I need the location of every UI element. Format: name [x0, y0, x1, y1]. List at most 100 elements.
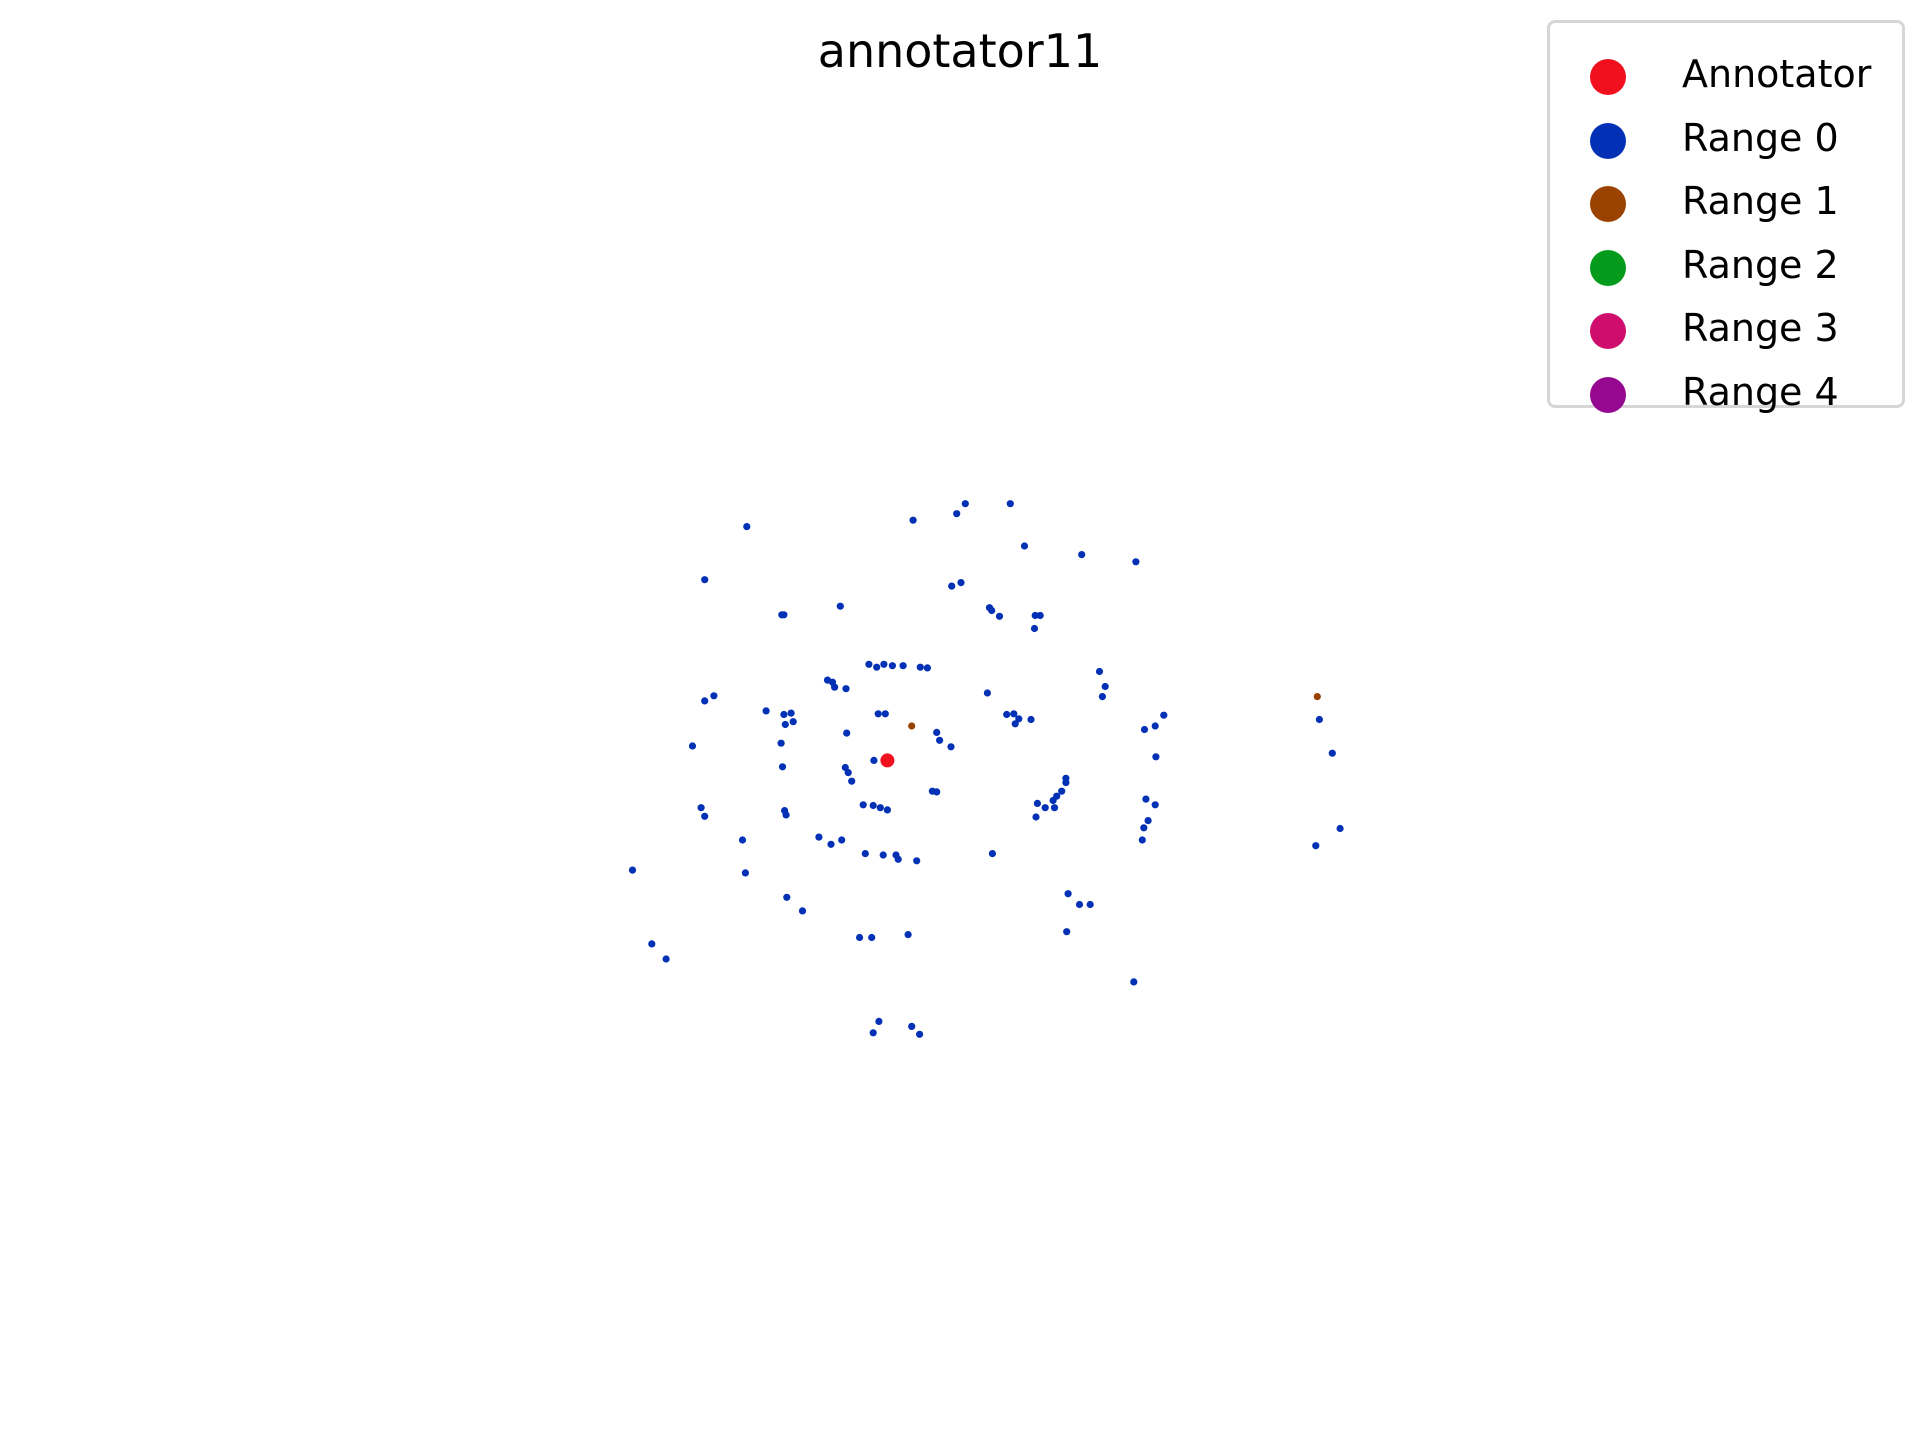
- point-range-0-98: [741, 869, 750, 877]
- point-range-0-105: [628, 866, 637, 874]
- point-range-0-78: [879, 851, 887, 859]
- point-range-0-8: [948, 582, 956, 590]
- point-range-0-75: [827, 840, 835, 848]
- point-range-1-1: [1313, 693, 1321, 701]
- point-range-0-28: [842, 685, 850, 693]
- point-range-0-82: [988, 850, 997, 858]
- point-range-0-50: [688, 742, 697, 750]
- point-range-0-114: [1336, 824, 1344, 833]
- point-range-0-107: [662, 955, 670, 963]
- legend-label-range-2: Range 2: [1682, 242, 1839, 287]
- point-range-0-32: [1098, 693, 1106, 701]
- legend-entry-range-2: Range 2: [1550, 235, 1902, 295]
- legend-marker-range-4: [1590, 376, 1626, 413]
- point-range-0-16: [780, 611, 788, 619]
- legend-entry-range-4: Range 4: [1550, 362, 1902, 422]
- point-range-0-10: [988, 606, 996, 615]
- point-range-0-14: [1030, 624, 1039, 633]
- point-range-0-113: [1312, 842, 1320, 850]
- point-range-0-92: [1140, 824, 1148, 832]
- point-range-0-93: [1138, 836, 1146, 844]
- point-range-0-35: [787, 709, 795, 717]
- point-range-0-12: [1031, 611, 1039, 620]
- legend-entry-range-1: Range 1: [1550, 171, 1902, 231]
- point-range-0-59: [876, 804, 884, 812]
- point-range-0-64: [1041, 804, 1049, 812]
- point-range-0-19: [873, 663, 881, 671]
- point-range-0-94: [1064, 890, 1072, 898]
- point-range-0-84: [701, 812, 709, 820]
- point-range-0-13: [1036, 611, 1044, 620]
- point-range-0-7: [701, 576, 709, 584]
- point-range-0-51: [777, 739, 785, 747]
- point-range-0-5: [1132, 558, 1140, 566]
- point-range-0-38: [781, 720, 789, 729]
- point-range-0-27: [831, 683, 839, 691]
- legend-entry-range-3: Range 3: [1550, 298, 1902, 358]
- point-range-0-34: [710, 692, 718, 700]
- point-range-0-71: [1032, 813, 1040, 821]
- point-range-0-111: [908, 1022, 916, 1030]
- point-range-0-60: [883, 806, 892, 814]
- point-range-0-101: [856, 933, 864, 942]
- point-range-0-31: [1101, 682, 1109, 691]
- point-range-0-108: [1130, 978, 1138, 986]
- point-range-0-52: [870, 756, 878, 765]
- point-range-0-22: [899, 662, 907, 670]
- point-range-0-87: [1160, 711, 1168, 719]
- point-range-0-80: [894, 855, 902, 863]
- point-range-0-20: [880, 660, 888, 668]
- point-range-0-62: [933, 788, 941, 796]
- legend-label-range-4: Range 4: [1682, 369, 1839, 414]
- legend-marker-annotator: [1590, 59, 1626, 95]
- point-range-0-67: [1058, 787, 1066, 795]
- point-range-0-54: [844, 769, 852, 777]
- legend-marker-range-1: [1590, 186, 1626, 222]
- point-range-0-70: [1050, 804, 1059, 812]
- point-range-0-91: [1144, 817, 1152, 825]
- point-range-1-0: [908, 722, 916, 730]
- point-range-0-18: [865, 660, 873, 668]
- point-range-0-74: [815, 833, 823, 841]
- point-range-0-6: [743, 523, 751, 531]
- point-range-0-48: [936, 736, 944, 744]
- point-range-0-56: [778, 763, 787, 771]
- point-range-0-41: [1011, 720, 1019, 728]
- chart-title: annotator11: [817, 24, 1103, 78]
- point-range-0-83: [697, 804, 705, 812]
- point-range-0-3: [1020, 542, 1029, 550]
- point-range-0-42: [1015, 715, 1023, 723]
- legend: Annotator Range 0 Range 1 Range 2 Range 3 Ran…: [1547, 20, 1905, 414]
- point-range-0-33: [701, 697, 709, 705]
- point-range-0-39: [1003, 710, 1011, 719]
- point-range-0-30: [1095, 667, 1104, 676]
- point-range-0-46: [881, 710, 889, 718]
- point-range-0-100: [798, 907, 807, 915]
- point-range-0-115: [1328, 749, 1336, 757]
- legend-label-annotator: Annotator: [1682, 52, 1872, 96]
- point-range-0-36: [789, 718, 797, 726]
- point-range-0-102: [868, 933, 876, 942]
- point-range-0-44: [843, 729, 851, 737]
- point-range-0-110: [869, 1029, 877, 1037]
- legend-label-range-3: Range 3: [1682, 306, 1839, 350]
- point-range-0-21: [888, 662, 897, 670]
- point-range-0-0: [953, 510, 961, 518]
- legend-marker-range-0: [1590, 122, 1626, 159]
- point-range-0-57: [859, 801, 867, 809]
- point-range-0-58: [869, 801, 877, 810]
- point-range-0-77: [861, 850, 869, 858]
- point-range-0-106: [648, 940, 656, 948]
- legend-label-range-0: Range 0: [1682, 115, 1839, 160]
- point-range-0-104: [1063, 928, 1071, 936]
- point-range-0-55: [848, 777, 856, 785]
- point-range-0-29: [983, 689, 992, 697]
- point-range-0-109: [875, 1017, 883, 1025]
- point-range-0-88: [1152, 753, 1160, 761]
- point-range-0-89: [1142, 795, 1150, 803]
- legend-marker-range-3: [1590, 313, 1626, 349]
- point-range-0-85: [1140, 725, 1149, 734]
- point-range-0-11: [995, 612, 1004, 620]
- point-range-0-45: [874, 710, 882, 718]
